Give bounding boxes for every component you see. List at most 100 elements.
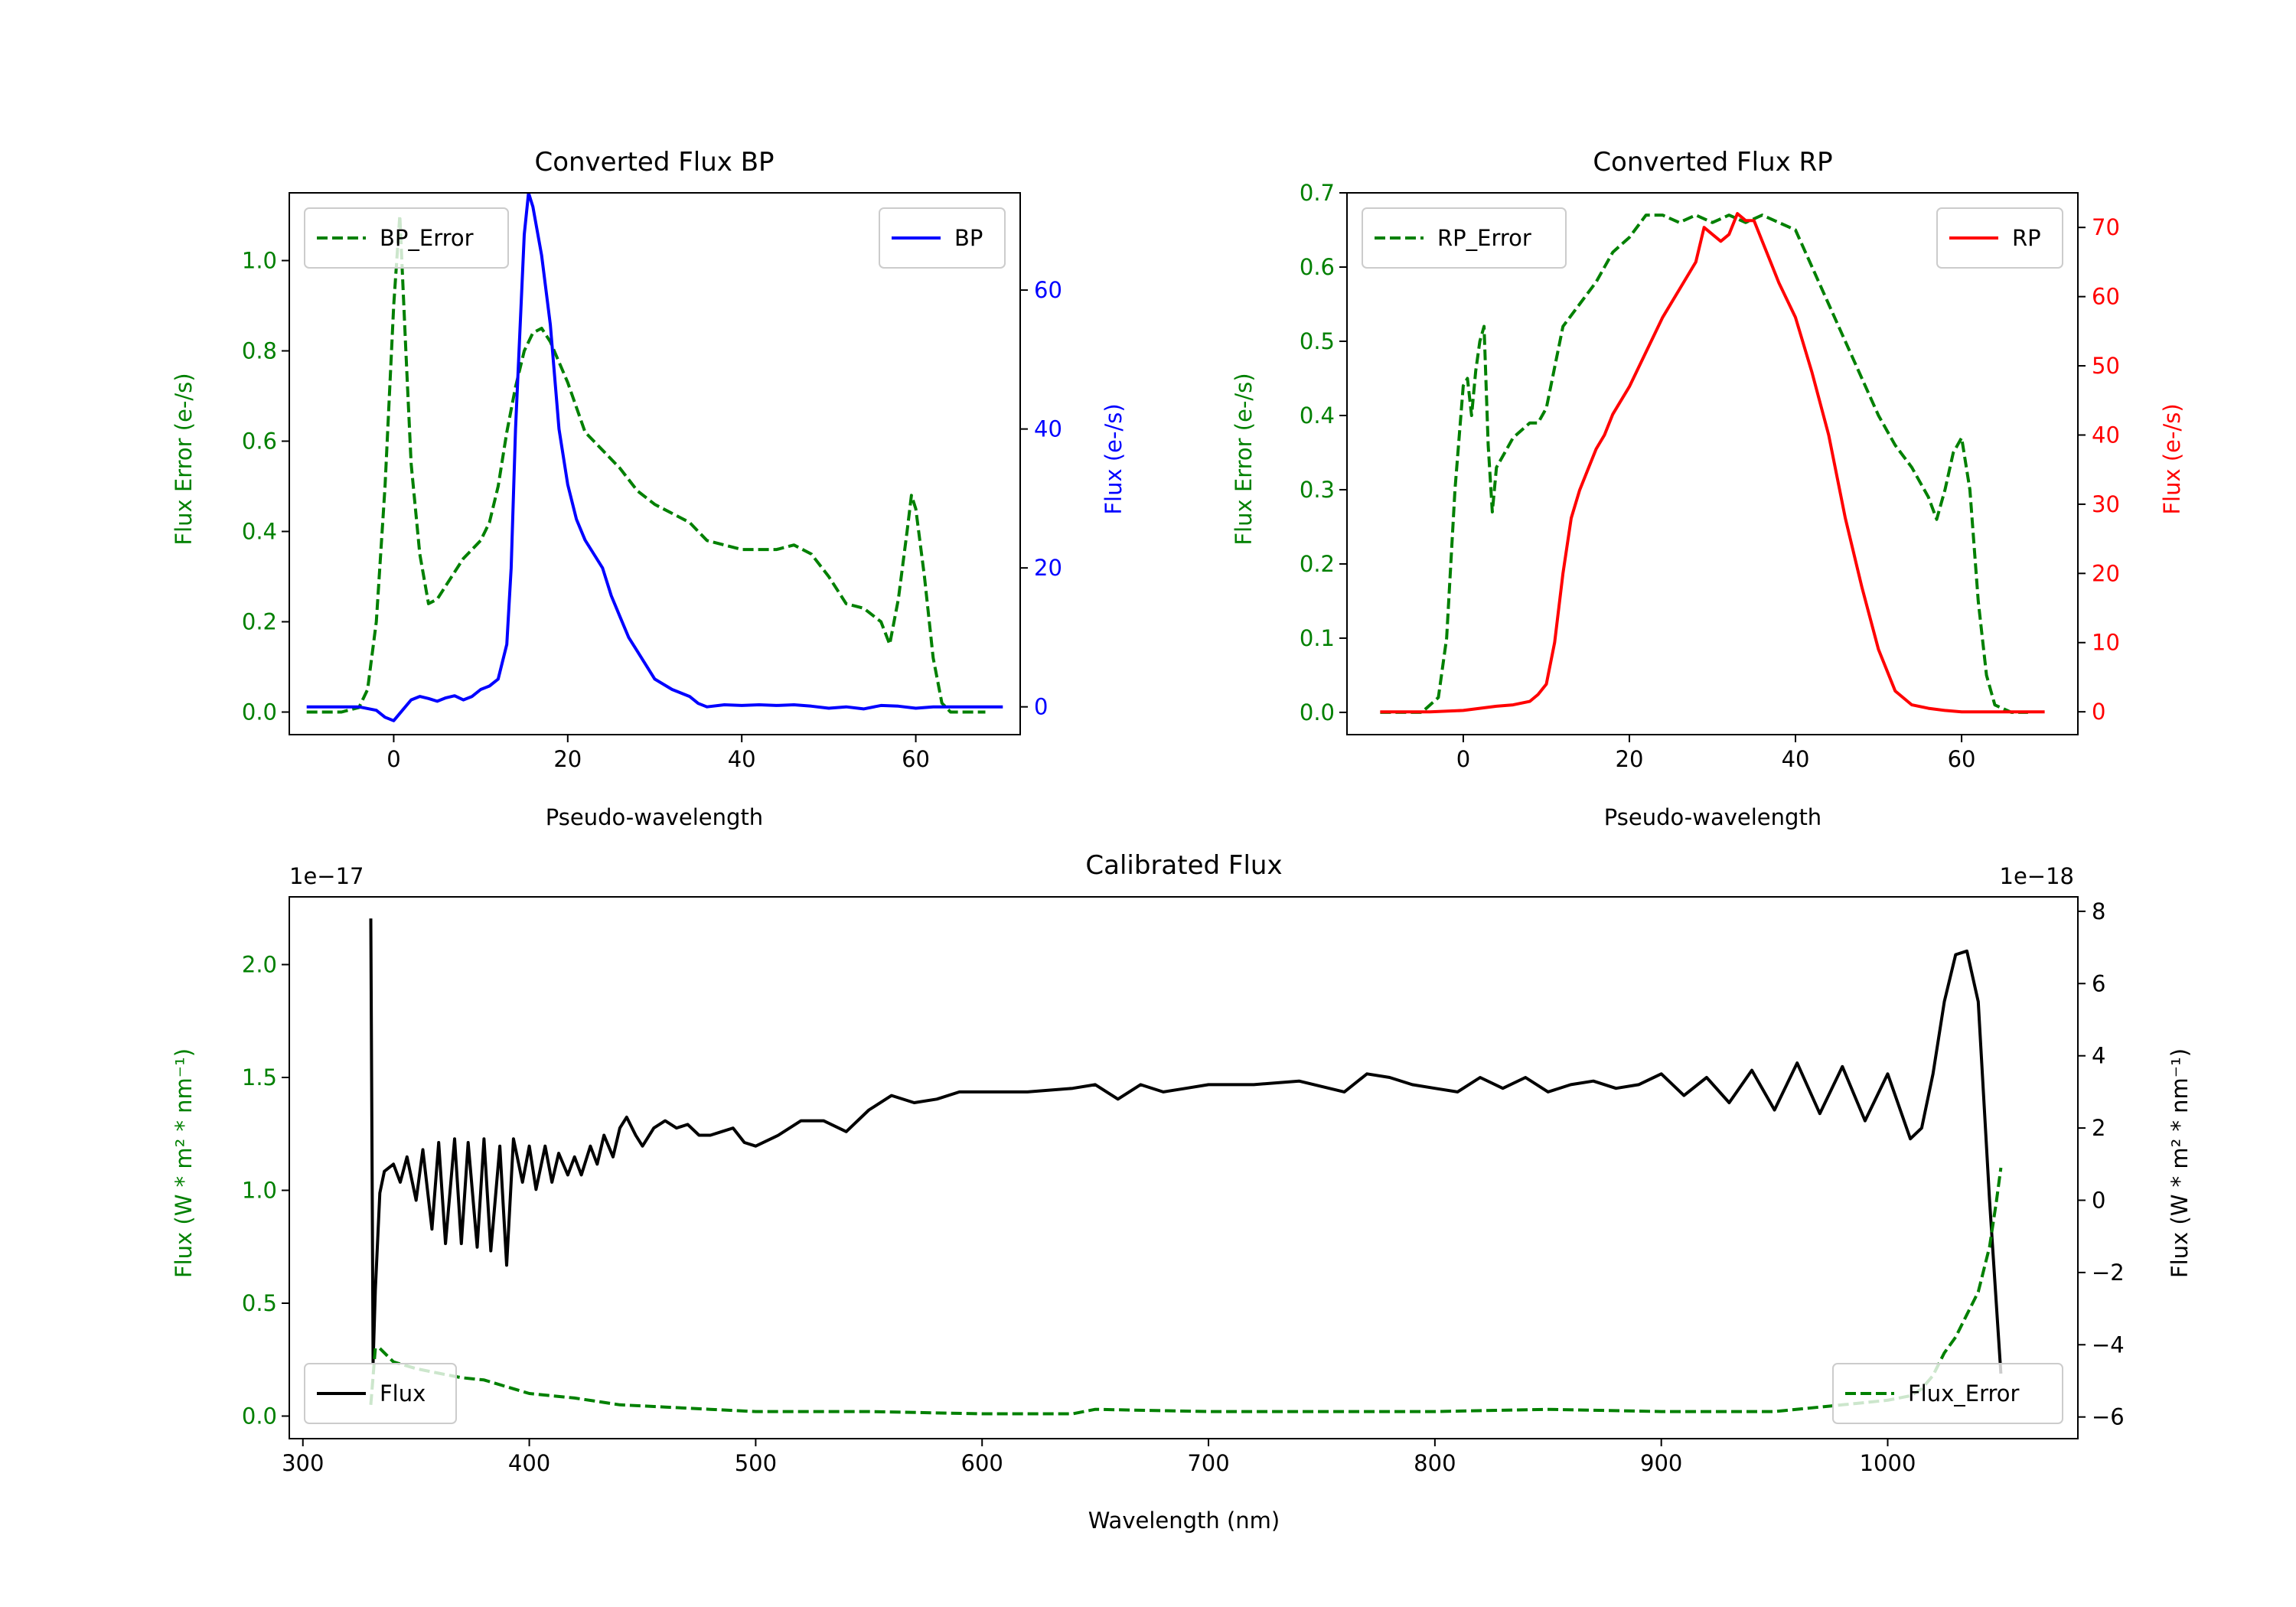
y-tick-label-right: 70	[2092, 214, 2120, 240]
series-line-flux-error	[369, 1167, 2003, 1416]
y-tick-label-right: 30	[2092, 491, 2120, 517]
y-tick-label-right: 8	[2092, 898, 2105, 924]
series-line-bp-error	[306, 214, 986, 714]
plot-area	[1380, 212, 2045, 714]
x-tick-label: 20	[553, 746, 582, 772]
y-tick-label-left: 0.5	[1300, 328, 1335, 354]
chart-title: Converted Flux RP	[1593, 147, 1832, 178]
y-tick-label-left: 0.4	[1300, 403, 1335, 429]
y-tick-label-left: 0.3	[1300, 477, 1335, 503]
offset-label-right: 1e−18	[2000, 863, 2075, 889]
y-tick-label-right: 6	[2092, 970, 2105, 996]
legend-label: Flux	[380, 1380, 426, 1407]
y-tick-label-right: 60	[2092, 284, 2120, 310]
y-tick-label-left: 0.1	[1300, 625, 1335, 651]
y-tick-label-right: 4	[2092, 1043, 2105, 1069]
x-tick-label: 1000	[1860, 1450, 1916, 1476]
y-tick-label-left: 1.5	[242, 1064, 277, 1090]
y-tick-label-left: 0.7	[1300, 180, 1335, 206]
y-tick-label-left: 1.0	[242, 248, 277, 274]
y-tick-label-left: 0.4	[242, 519, 277, 545]
plot-area	[306, 193, 1003, 722]
legend-box	[304, 1363, 457, 1424]
chart-title: Calibrated Flux	[1085, 850, 1282, 881]
offset-label-left: 1e−17	[289, 863, 364, 889]
x-axis-label: Wavelength (nm)	[1088, 1508, 1280, 1534]
legend-rp: RP	[1936, 207, 2063, 269]
chart-calibrated-flux: Calibrated Flux Wavelength (nm) Flux (W …	[171, 850, 2193, 1534]
series-line-rp-error	[1380, 214, 2028, 714]
y-tick-label-left: 1.0	[242, 1178, 277, 1204]
y-tick-label-left: 0.5	[242, 1290, 277, 1316]
plot-frame	[289, 192, 1021, 735]
y-tick-label-left: 0.2	[1300, 551, 1335, 577]
y-tick-label-left: 0.0	[1300, 699, 1335, 725]
legend-label: Flux_Error	[1908, 1380, 2020, 1407]
y-tick-label-right: 10	[2092, 630, 2120, 656]
y-tick-label-left: 0.6	[242, 429, 277, 455]
y-tick-label-left: 2.0	[242, 952, 277, 978]
x-tick-label: 0	[1456, 746, 1470, 772]
chart-converted-flux-bp: Converted Flux BP Pseudo-wavelength Flux…	[171, 147, 1127, 830]
x-tick-label: 0	[386, 746, 400, 772]
y-axis-label-left: Flux Error (e-/s)	[171, 373, 197, 545]
y-tick-label-right: 20	[2092, 560, 2120, 586]
y-axis-label-left: Flux (W * m² * nm⁻¹)	[171, 1048, 197, 1278]
legend-box	[879, 207, 1006, 269]
legend-label: RP_Error	[1437, 225, 1531, 251]
legend-bp: BP	[879, 207, 1006, 269]
y-tick-label-right: 0	[1034, 694, 1048, 720]
x-tick-label: 300	[282, 1450, 324, 1476]
y-tick-label-right: −2	[2092, 1260, 2125, 1286]
legend-box	[1936, 207, 2063, 269]
plot-area	[369, 918, 2003, 1416]
y-tick-label-right: 60	[1034, 277, 1062, 303]
y-tick-label-left: 0.2	[242, 609, 277, 635]
chart-converted-flux-rp: Converted Flux RP Pseudo-wavelength Flux…	[1231, 147, 2185, 830]
x-tick-label: 40	[1782, 746, 1810, 772]
y-tick-label-right: 0	[2092, 1187, 2105, 1213]
legend-bp-error: BP_Error	[304, 207, 509, 269]
y-tick-label-left: 0.0	[242, 1403, 277, 1429]
y-tick-label-right: −4	[2092, 1332, 2125, 1358]
y-axis-label-right: Flux (W * m² * nm⁻¹)	[2167, 1048, 2193, 1278]
x-tick-label: 900	[1640, 1450, 1682, 1476]
x-tick-label: 40	[728, 746, 756, 772]
series-line-rp	[1380, 212, 2045, 714]
x-axis-label: Pseudo-wavelength	[1604, 804, 1821, 830]
y-tick-label-right: 40	[2092, 422, 2120, 448]
y-axis-label-right: Flux (e-/s)	[2159, 403, 2185, 514]
series-line-bp	[306, 193, 1003, 722]
y-tick-label-right: 50	[2092, 353, 2120, 379]
y-tick-label-right: 20	[1034, 555, 1062, 581]
legend-box	[304, 207, 509, 269]
legend-box	[1832, 1363, 2063, 1424]
y-tick-label-right: 40	[1034, 416, 1062, 442]
y-axis-label-left: Flux Error (e-/s)	[1231, 373, 1257, 545]
legend-label: BP	[954, 225, 983, 251]
x-tick-label: 600	[961, 1450, 1003, 1476]
plot-frame	[1346, 192, 2079, 735]
legend-flux-error: Flux_Error	[1832, 1363, 2063, 1424]
y-tick-label-left: 0.6	[1300, 254, 1335, 280]
series-line-flux	[369, 918, 2003, 1374]
x-tick-label: 700	[1187, 1450, 1229, 1476]
legend-label: RP	[2012, 225, 2041, 251]
plot-frame	[289, 896, 2079, 1439]
legend-flux: Flux	[304, 1363, 457, 1424]
y-tick-label-left: 0.8	[242, 338, 277, 364]
legend-label: BP_Error	[380, 225, 474, 251]
chart-title: Converted Flux BP	[534, 147, 774, 178]
x-tick-label: 20	[1616, 746, 1644, 772]
x-tick-label: 60	[1948, 746, 1976, 772]
y-tick-label-right: −6	[2092, 1404, 2125, 1430]
x-tick-label: 60	[902, 746, 930, 772]
x-tick-label: 800	[1414, 1450, 1456, 1476]
y-tick-label-right: 0	[2092, 699, 2105, 725]
x-tick-label: 500	[735, 1450, 777, 1476]
legend-rp-error: RP_Error	[1362, 207, 1567, 269]
legend-box	[1362, 207, 1567, 269]
x-tick-label: 400	[508, 1450, 550, 1476]
y-axis-label-right: Flux (e-/s)	[1101, 403, 1127, 514]
